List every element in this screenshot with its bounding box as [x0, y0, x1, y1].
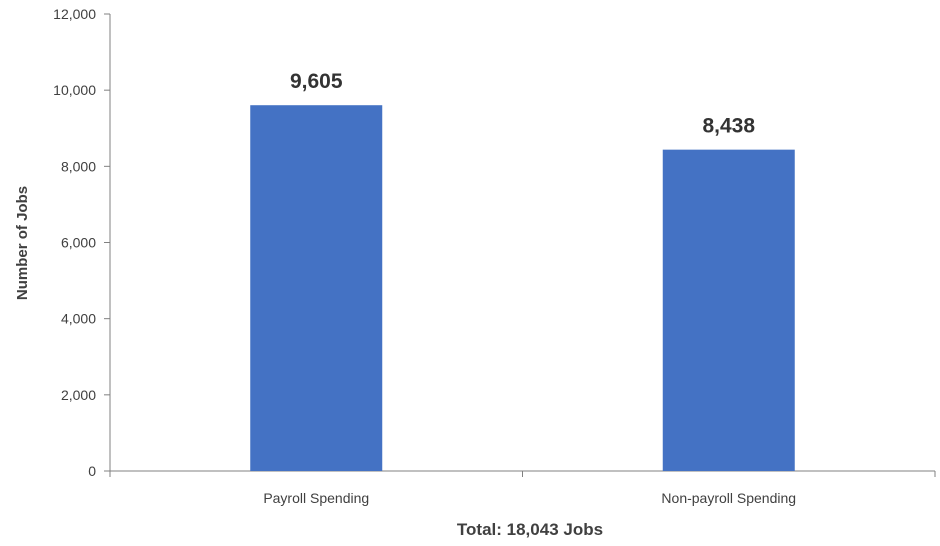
y-tick-label: 6,000 [61, 235, 96, 251]
y-tick-label: 2,000 [61, 387, 96, 403]
bar-2 [662, 149, 795, 471]
y-tick-label: 0 [88, 463, 96, 479]
x-axis-title: Total: 18,043 Jobs [457, 520, 603, 539]
data-label: 8,438 [702, 115, 755, 138]
y-tick-label: 10,000 [53, 82, 96, 98]
y-tick-label: 8,000 [61, 158, 96, 174]
y-axis-title: Number of Jobs [14, 186, 31, 300]
x-tick-label: Payroll Spending [263, 490, 369, 506]
y-tick-label: 12,000 [53, 6, 96, 22]
x-tick-label: Non-payroll Spending [661, 490, 796, 506]
bar-1 [250, 105, 383, 471]
data-label: 9,605 [290, 70, 343, 93]
y-tick-label: 4,000 [61, 311, 96, 327]
